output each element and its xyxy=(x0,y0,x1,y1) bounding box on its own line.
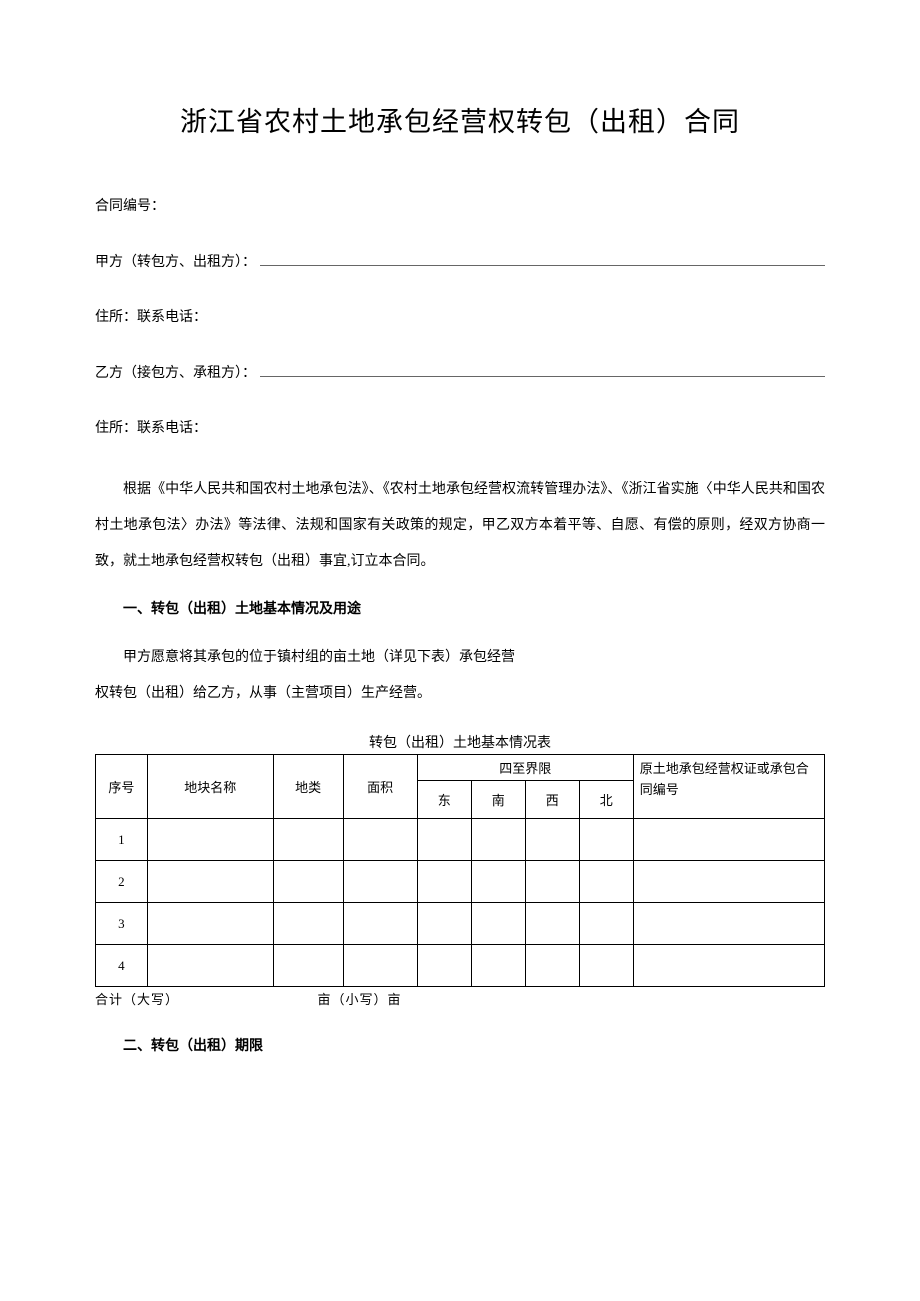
party-b-address-label: 住所：联系电话： xyxy=(95,421,207,436)
party-a-blank xyxy=(260,249,825,266)
party-a-field: 甲方（转包方、出租方）： xyxy=(95,249,825,275)
party-b-field: 乙方（接包方、承租方）： xyxy=(95,360,825,386)
cell-east xyxy=(417,861,471,903)
cell-south xyxy=(471,861,525,903)
document-title: 浙江省农村土地承包经营权转包（出租）合同 xyxy=(95,100,825,139)
cell-east xyxy=(417,819,471,861)
party-b-address-field: 住所：联系电话： xyxy=(95,416,825,441)
table-row: 1 xyxy=(96,819,825,861)
cell-west xyxy=(525,861,579,903)
cell-west xyxy=(525,945,579,987)
cell-name xyxy=(147,861,273,903)
col-east-header: 东 xyxy=(417,781,471,819)
col-bounds-header: 四至界限 xyxy=(417,755,633,781)
cell-cert xyxy=(633,903,824,945)
table-caption: 转包（出租）土地基本情况表 xyxy=(95,732,825,752)
table-row: 4 xyxy=(96,945,825,987)
col-west-header: 西 xyxy=(525,781,579,819)
cell-east xyxy=(417,945,471,987)
cell-type xyxy=(273,945,343,987)
cell-area xyxy=(343,903,417,945)
cell-north xyxy=(579,903,633,945)
col-area-header: 面积 xyxy=(343,755,417,819)
cell-seq: 3 xyxy=(96,903,148,945)
col-seq-header: 序号 xyxy=(96,755,148,819)
land-table: 序号 地块名称 地类 面积 四至界限 原土地承包经营权证或承包合同编号 东 南 … xyxy=(95,754,825,987)
col-south-header: 南 xyxy=(471,781,525,819)
party-a-address-field: 住所：联系电话： xyxy=(95,305,825,330)
cell-seq: 4 xyxy=(96,945,148,987)
cell-name xyxy=(147,819,273,861)
cell-type xyxy=(273,903,343,945)
cell-north xyxy=(579,945,633,987)
cell-east xyxy=(417,903,471,945)
cell-area xyxy=(343,861,417,903)
section-1-para-2: 权转包（出租）给乙方，从事（主营项目）生产经营。 xyxy=(95,676,825,712)
party-b-blank xyxy=(260,360,825,377)
table-total-line: 合计（大写） 亩（小写）亩 xyxy=(95,989,825,1008)
party-a-label: 甲方（转包方、出租方）： xyxy=(95,250,256,275)
total-label-right: 亩（小写）亩 xyxy=(318,992,402,1007)
col-north-header: 北 xyxy=(579,781,633,819)
contract-number-field: 合同编号： xyxy=(95,194,825,219)
cell-south xyxy=(471,945,525,987)
cell-cert xyxy=(633,945,824,987)
intro-paragraph: 根据《中华人民共和国农村土地承包法》、《农村土地承包经营权流转管理办法》、《浙江… xyxy=(95,472,825,581)
cell-north xyxy=(579,819,633,861)
table-row: 3 xyxy=(96,903,825,945)
party-a-address-label: 住所：联系电话： xyxy=(95,310,207,325)
cell-area xyxy=(343,945,417,987)
party-b-label: 乙方（接包方、承租方）： xyxy=(95,361,256,386)
section-2-title: 二、转包（出租）期限 xyxy=(95,1032,825,1063)
cell-north xyxy=(579,861,633,903)
cell-west xyxy=(525,819,579,861)
cell-name xyxy=(147,945,273,987)
section-1-para-1: 甲方愿意将其承包的位于镇村组的亩土地（详见下表）承包经营 xyxy=(95,640,825,676)
cell-name xyxy=(147,903,273,945)
col-cert-header: 原土地承包经营权证或承包合同编号 xyxy=(633,755,824,819)
cell-type xyxy=(273,819,343,861)
section-1-title: 一、转包（出租）土地基本情况及用途 xyxy=(95,595,825,626)
table-header-row-1: 序号 地块名称 地类 面积 四至界限 原土地承包经营权证或承包合同编号 xyxy=(96,755,825,781)
cell-cert xyxy=(633,861,824,903)
cell-south xyxy=(471,903,525,945)
cell-west xyxy=(525,903,579,945)
col-type-header: 地类 xyxy=(273,755,343,819)
table-row: 2 xyxy=(96,861,825,903)
col-name-header: 地块名称 xyxy=(147,755,273,819)
cell-south xyxy=(471,819,525,861)
contract-number-label: 合同编号： xyxy=(95,199,165,214)
total-label-left: 合计（大写） xyxy=(95,992,179,1007)
cell-seq: 2 xyxy=(96,861,148,903)
cell-seq: 1 xyxy=(96,819,148,861)
cell-type xyxy=(273,861,343,903)
cell-area xyxy=(343,819,417,861)
cell-cert xyxy=(633,819,824,861)
